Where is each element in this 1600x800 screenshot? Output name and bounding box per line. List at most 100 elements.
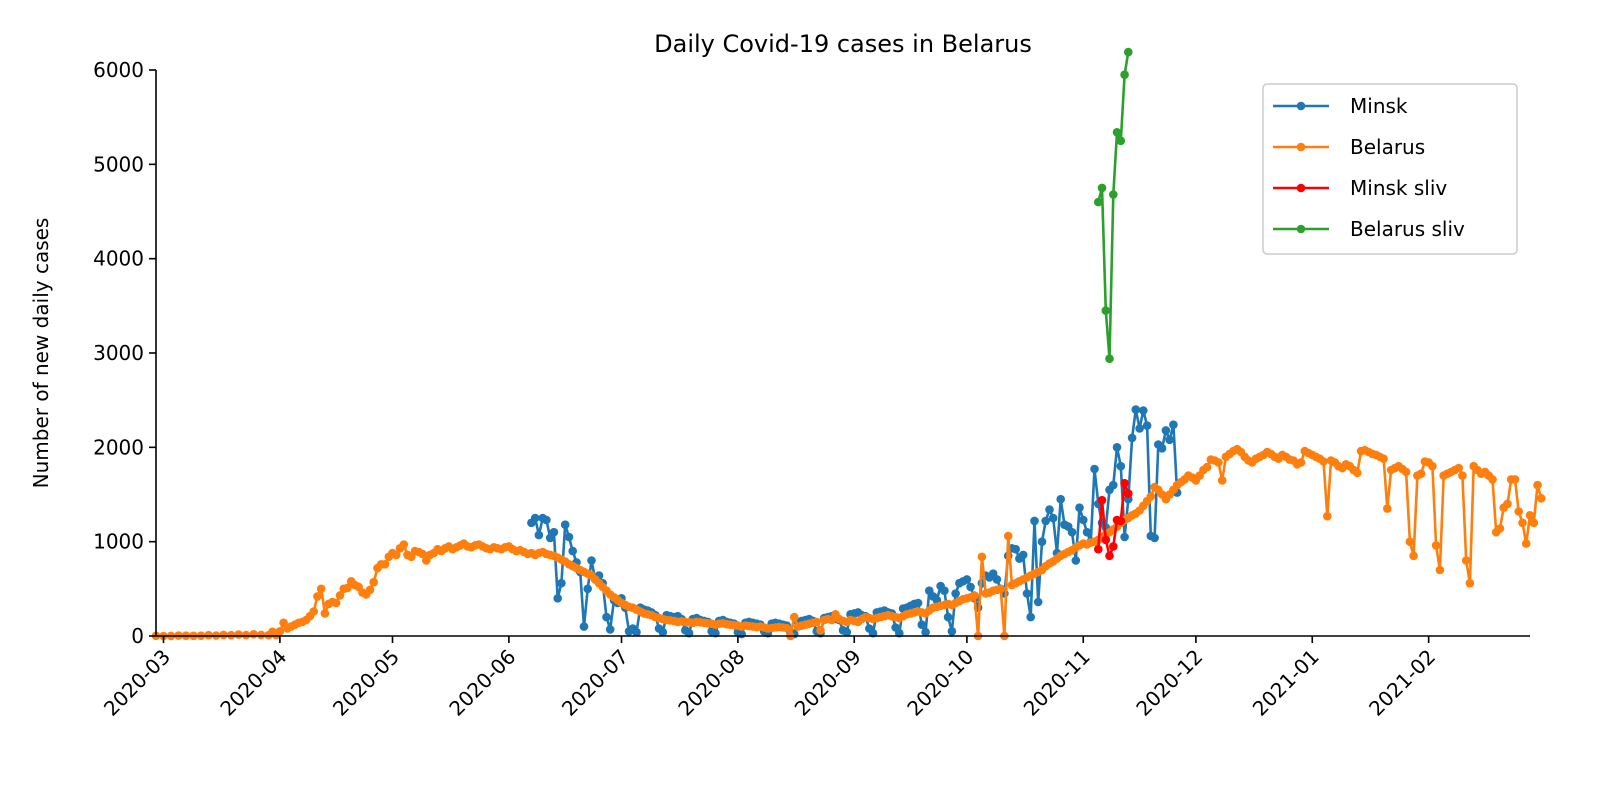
data-point	[313, 592, 322, 601]
data-point	[1037, 537, 1047, 546]
data-point	[530, 513, 540, 523]
data-point	[343, 583, 352, 593]
y-axis-label: Number of new daily cases	[29, 218, 53, 489]
data-point	[557, 578, 566, 588]
legend-label: Minsk	[1350, 94, 1408, 118]
data-point	[1202, 462, 1212, 472]
data-point	[1150, 533, 1159, 543]
data-point	[553, 594, 562, 603]
data-point	[309, 607, 319, 616]
legend-swatch-marker	[1296, 183, 1306, 193]
y-tick-label: 6000	[93, 58, 144, 82]
data-point	[1521, 539, 1531, 548]
data-point	[1296, 458, 1306, 467]
data-point	[842, 627, 852, 637]
data-point	[1146, 492, 1156, 501]
data-point	[1075, 503, 1084, 512]
data-point	[583, 584, 592, 594]
y-tick-label: 1000	[93, 530, 144, 554]
legend-item-belarus-sliv: Belarus sliv	[1273, 217, 1465, 241]
legend-label: Minsk sliv	[1350, 176, 1447, 200]
data-point	[1045, 505, 1054, 514]
data-point	[1071, 556, 1081, 565]
data-point	[1120, 532, 1129, 542]
data-point	[1142, 421, 1152, 430]
data-point	[658, 627, 668, 637]
data-point	[782, 623, 791, 633]
data-point	[1488, 475, 1497, 484]
data-point	[632, 627, 641, 637]
data-point	[335, 591, 345, 600]
data-point	[1353, 468, 1362, 478]
data-point	[1030, 516, 1039, 526]
data-point	[1116, 461, 1126, 471]
data-point	[1112, 443, 1122, 452]
data-point	[970, 591, 979, 600]
data-point	[1458, 471, 1467, 480]
series-line-belarus	[155, 447, 1543, 638]
data-point	[1503, 499, 1512, 509]
series-minsk-sliv	[1094, 478, 1133, 561]
data-point	[560, 520, 570, 529]
data-point	[1161, 426, 1171, 435]
data-point	[542, 515, 551, 525]
data-point	[1124, 489, 1133, 498]
data-point	[1097, 183, 1107, 193]
data-point	[568, 546, 577, 556]
data-point	[1401, 467, 1411, 477]
data-point	[392, 550, 401, 560]
data-point	[1109, 480, 1118, 490]
data-point	[1120, 70, 1129, 79]
data-point	[1112, 128, 1122, 137]
data-point	[1011, 544, 1020, 554]
series-belarus-sliv	[1094, 47, 1133, 364]
x-tick-label: 2020-04	[215, 645, 291, 721]
data-point	[1105, 551, 1114, 561]
y-tick-label: 0	[131, 624, 144, 648]
data-point	[1217, 476, 1227, 485]
data-point	[549, 527, 559, 537]
data-point	[1131, 405, 1141, 414]
series-layer	[151, 47, 1546, 641]
data-point	[1116, 516, 1126, 526]
data-point	[564, 532, 574, 542]
x-tick-label: 2021-01	[1248, 645, 1324, 721]
data-point	[331, 598, 341, 608]
x-tick-label: 2020-09	[790, 645, 866, 721]
data-point	[1383, 504, 1392, 513]
legend-item-minsk: Minsk	[1273, 94, 1408, 118]
data-point	[1109, 542, 1118, 551]
data-point	[977, 552, 987, 562]
data-point	[256, 630, 266, 640]
data-point	[380, 560, 390, 569]
data-point	[1041, 516, 1050, 526]
y-tick-label: 5000	[93, 152, 144, 176]
legend-item-belarus: Belarus	[1273, 135, 1425, 159]
data-point	[1409, 551, 1418, 561]
data-point	[1067, 527, 1077, 537]
data-point	[917, 620, 927, 629]
data-point	[241, 630, 251, 640]
data-point	[534, 530, 544, 540]
data-point	[992, 575, 1002, 584]
data-point	[943, 612, 953, 622]
data-point	[1097, 495, 1107, 505]
legend-swatch-marker	[1296, 224, 1306, 234]
data-point	[1127, 433, 1137, 443]
data-point	[789, 612, 799, 622]
data-point	[940, 586, 949, 595]
data-point	[1079, 515, 1088, 525]
data-point	[1379, 454, 1388, 464]
data-point	[1033, 597, 1043, 607]
data-point	[1525, 511, 1535, 520]
data-point	[947, 627, 957, 636]
data-point	[812, 617, 821, 627]
data-point	[365, 585, 375, 595]
data-point	[1022, 589, 1032, 598]
data-point	[1048, 513, 1058, 523]
data-point	[1323, 511, 1332, 521]
data-point	[1518, 518, 1527, 528]
x-tick-label: 2020-12	[1131, 645, 1207, 721]
data-point	[369, 577, 379, 587]
